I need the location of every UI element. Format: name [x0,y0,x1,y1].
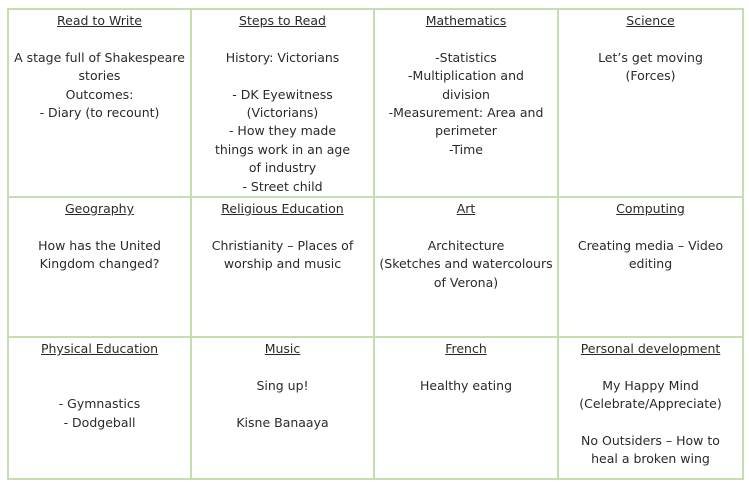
subject-text-line: Kisne Banaaya [236,414,329,430]
subject-text-line [194,395,371,413]
table-row: Geography How has the United Kingdom chang… [7,196,744,339]
subject-text-line [11,358,188,376]
subject-heading: Music [264,341,301,357]
subject-text-line: -Measurement: Area and [388,105,544,121]
subject-heading: French [445,341,487,357]
subject-heading: Religious Education [221,201,344,217]
subject-cell: French Healthy eating [373,336,559,481]
subject-text-line [11,30,188,48]
table-row: Physical Education - Gymnastics - Dodgebal… [7,336,744,481]
subject-text-line: History: Victorians [225,49,340,65]
subject-heading: Art [456,201,476,217]
subject-text-line [194,30,371,48]
subject-text-line: Kingdom changed? [39,256,160,272]
subject-text-line: Creating media – Video [577,237,724,253]
subject-text-line: things work in an age [214,141,351,157]
subject-text-line [561,218,740,236]
subject-text-line: (Sketches and watercolours [379,256,553,272]
subject-text-line: A stage full of Shakespeare [14,49,185,65]
subject-text-line: of industry [248,160,317,176]
subject-text-line: -Multiplication and [408,68,524,84]
subject-heading: Science [626,13,675,28]
subject-text-line: (Victorians) [246,105,319,120]
subject-cell: Art Architecture (Sketches and watercolour… [373,196,559,339]
subject-cell: Geography How has the United Kingdom chang… [7,196,192,339]
subject-cell: Personal development My Happy Mind (Celebr… [557,336,744,481]
subject-text-line [194,218,371,236]
subject-text-line [561,30,740,48]
subject-text-line [11,377,188,395]
subject-text-line: How has the United [38,237,161,253]
subject-text-line [377,358,555,376]
subject-text-line [377,30,555,48]
subject-heading: Personal development [580,341,721,357]
subject-cell: Steps to Read History: Victorians - DK Eye… [190,7,375,199]
subject-text-line: of Verona) [433,274,499,290]
subject-text-line: No Outsiders – How to [581,433,720,449]
subject-text-line [11,218,188,236]
subject-text-line: stories [78,68,121,84]
subject-text-line: division [442,86,490,102]
subject-text-line: worship and music [223,256,342,272]
subject-text-line: (Forces) [625,68,676,84]
subject-text-line: Let’s get moving [598,49,703,65]
subject-text-line [377,218,555,236]
subject-text-line: - Gymnastics [58,396,141,412]
subject-text-line: - How they made [228,123,337,139]
subject-text-line: Healthy eating [420,377,512,393]
subject-text-line: perimeter [435,123,497,139]
subject-cell: Computing Creating media – Video editing [557,196,744,339]
subject-text-line [194,67,371,85]
subject-text-line: (Celebrate/Appreciate) [579,396,722,412]
table-row: Read to Write A stage full of Shakespeare… [7,7,744,199]
subject-heading: Read to Write [57,13,142,28]
subject-text-line: Christianity – Places of [211,237,354,253]
subject-cell: Physical Education - Gymnastics - Dodgebal… [7,336,192,481]
subject-text-line: Architecture [427,237,505,253]
subject-cell: Science Let’s get moving (Forces) [557,7,744,199]
subject-cell: Religious Education Christianity – Places… [190,196,375,339]
subject-text-line: heal a broken wing [591,451,710,467]
subject-cell: Read to Write A stage full of Shakespeare… [7,7,192,199]
subject-text-line: - DK Eyewitness [232,86,333,102]
subject-text-line [561,358,740,376]
subject-cell: Music Sing up! Kisne Banaaya [190,336,375,481]
subject-text-line: -Time [449,141,483,157]
subject-heading: Steps to Read [239,13,326,28]
subject-text-line: - Dodgeball [63,414,136,430]
subject-text-line: Outcomes: [65,86,134,102]
subject-text-line: editing [628,256,673,272]
subject-text-line: My Happy Mind [602,377,699,393]
subject-heading: Physical Education [40,341,159,357]
subject-cell: Mathematics -Statistics -Multiplication an… [373,7,559,199]
subject-text-line [194,358,371,376]
subject-heading: Mathematics [425,13,507,28]
subject-text-line: - Diary (to recount) [39,105,160,121]
subject-text-line: -Statistics [435,49,497,65]
subject-heading: Geography [64,201,134,217]
subject-heading: Computing [616,201,685,217]
subject-text-line: - Street child [242,178,323,194]
curriculum-table: Read to Write A stage full of Shakespeare… [7,7,744,481]
subject-text-line [561,414,740,432]
subject-text-line: Sing up! [256,377,309,393]
